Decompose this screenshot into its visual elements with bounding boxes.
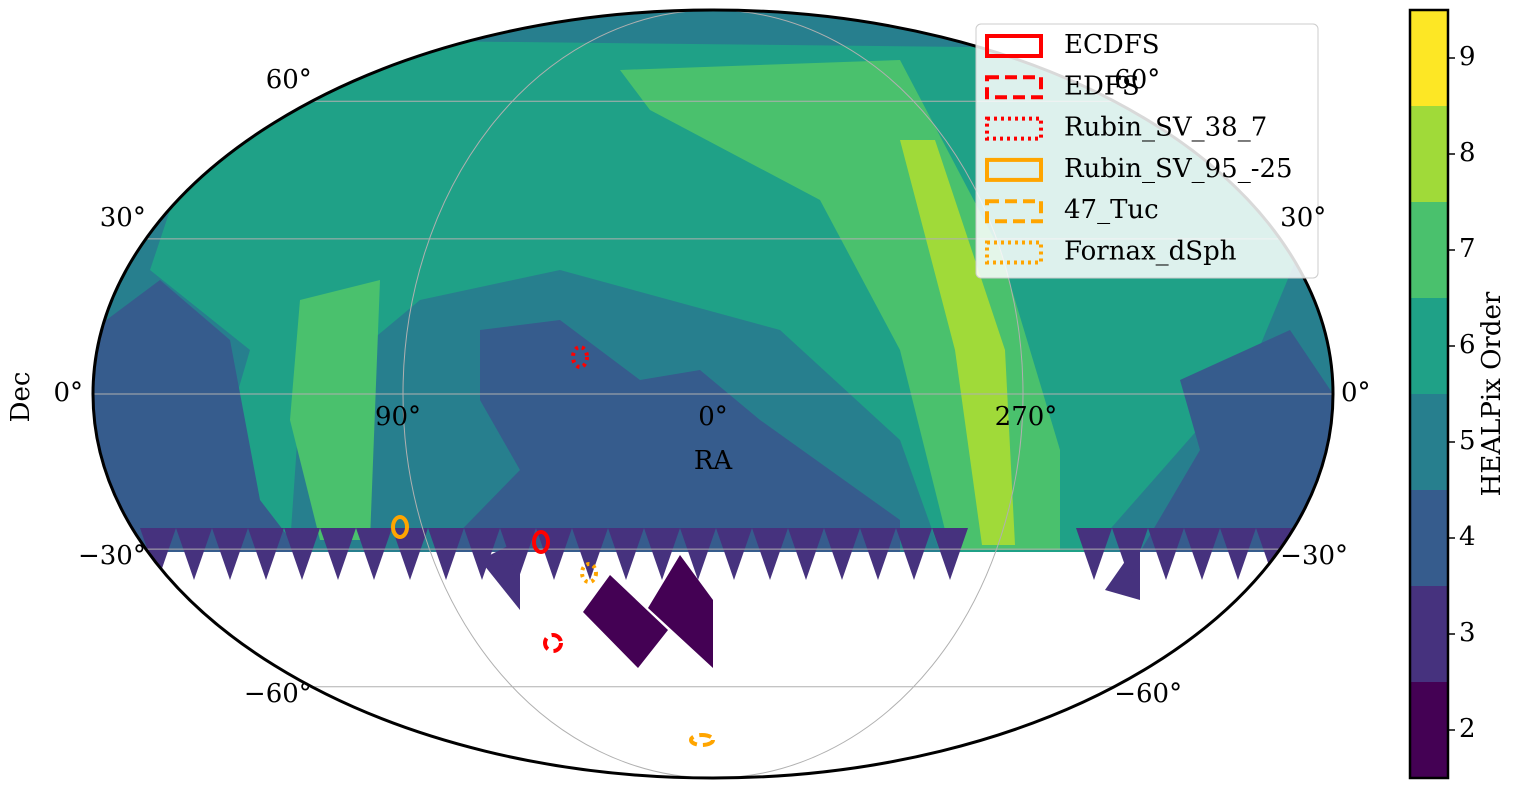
legend-label: Fornax_dSph	[1064, 237, 1237, 267]
sky-outline	[91, 8, 1335, 780]
coverage-order-3	[1220, 528, 1256, 580]
field-footprint	[543, 633, 563, 653]
legend-swatch	[985, 240, 1043, 265]
colorbar-tick-label: 9	[1459, 42, 1476, 72]
field-footprint	[689, 733, 715, 747]
x-axis-label: RA	[694, 446, 734, 476]
ra-tick-label: 270°	[995, 402, 1058, 432]
legend-swatch	[985, 34, 1043, 58]
coverage-order-3	[356, 528, 392, 580]
coverage-order-3	[212, 528, 248, 580]
field-footprint	[532, 530, 550, 554]
colorbar-segment	[1410, 490, 1448, 586]
colorbar-segment	[1410, 394, 1448, 490]
colorbar-tick-label: 8	[1459, 138, 1476, 168]
colorbar-segment	[1410, 298, 1448, 394]
coverage-order-3	[392, 528, 428, 580]
coverage-order-3	[1076, 528, 1112, 580]
coverage-order-3	[680, 528, 716, 580]
coverage-order-3	[500, 528, 536, 580]
coverage-order-3	[284, 528, 320, 580]
no-coverage	[93, 552, 1333, 778]
colorbar-segment	[1410, 682, 1448, 778]
coverage-order-3	[1112, 528, 1148, 580]
coverage-order-3	[752, 528, 788, 580]
dec-tick-label: 0°	[53, 378, 83, 408]
coverage-order-7	[620, 60, 1060, 550]
dec-tick-label: −60°	[1114, 679, 1182, 709]
coverage-order-3	[788, 528, 824, 580]
coverage-order-4	[440, 320, 900, 552]
coverage-order-3	[248, 528, 284, 580]
legend	[975, 23, 1319, 279]
colorbar-segment	[1410, 106, 1448, 202]
legend-label: Rubin_SV_95_-25	[1064, 154, 1293, 184]
coverage-order-3	[896, 528, 932, 580]
legend-swatch	[985, 116, 1043, 141]
coverage-order-3	[428, 528, 464, 580]
dec-tick-label: −60°	[244, 679, 312, 709]
colorbar-segment	[1410, 586, 1448, 682]
legend-label: EDFS	[1064, 71, 1140, 101]
colorbar-tick-label: 5	[1459, 426, 1476, 456]
dec-tick-label: −30°	[1280, 541, 1348, 571]
coverage-order-3	[480, 540, 520, 610]
coverage-order-3	[932, 528, 968, 580]
colorbar-tick-label: 6	[1459, 330, 1476, 360]
colorbar-segment	[1410, 202, 1448, 298]
colorbar-frame	[1408, 8, 1450, 780]
colorbar-tick-label: 2	[1459, 714, 1476, 744]
field-footprint	[580, 562, 598, 584]
dec-tick-label: 60°	[266, 65, 312, 95]
ra-tick-label: 90°	[375, 402, 421, 432]
coverage-order-3	[644, 528, 680, 580]
dec-tick-label: 30°	[100, 203, 146, 233]
dec-tick-label: −30°	[78, 541, 146, 571]
coverage-order-3	[1148, 528, 1184, 580]
coverage-order-3	[140, 528, 176, 580]
legend-label: ECDFS	[1064, 30, 1160, 60]
colorbar-segment	[1410, 10, 1448, 106]
legend-entries: ECDFS EDFS Rubin_SV_38_7 Rubin_SV_95_-25 47_…	[985, 30, 1293, 267]
coverage-order-3	[572, 528, 608, 580]
legend-swatch	[985, 157, 1043, 182]
colorbar-tick-label: 7	[1459, 234, 1476, 264]
coverage-order-3	[464, 528, 500, 580]
coverage-order-2	[648, 555, 713, 668]
coverage-order-4	[1140, 330, 1333, 552]
colorbar-tick-label: 3	[1459, 618, 1476, 648]
dec-tick-label: 0°	[1341, 378, 1371, 408]
coverage-order-3	[824, 528, 860, 580]
colorbar-tick-label: 4	[1459, 522, 1476, 552]
coverage-order-3	[716, 528, 752, 580]
legend-swatch	[985, 75, 1043, 100]
legend-swatch	[985, 199, 1043, 224]
coverage-order-3	[860, 528, 896, 580]
coverage-order-3	[176, 528, 212, 580]
coverage-order-3	[608, 528, 644, 580]
coverage-order-8	[900, 140, 1015, 545]
dec-tick-label: 60°	[1114, 65, 1160, 95]
coverage-order-3	[536, 528, 572, 580]
field-footprint	[571, 345, 589, 369]
coverage-order-3	[1256, 528, 1292, 580]
dec-tick-label: 30°	[1280, 203, 1326, 233]
field-footprint	[391, 515, 409, 539]
legend-label: Rubin_SV_38_7	[1064, 113, 1267, 143]
coverage-order-4	[93, 280, 300, 552]
coverage-order-3	[1184, 528, 1220, 580]
legend-label: 47_Tuc	[1064, 195, 1159, 225]
colorbar: 2 3 4 5 6 7 8 9 HEALPix Order	[1408, 8, 1507, 780]
y-axis-label: Dec	[6, 372, 36, 423]
ra-tick-label: 0°	[698, 402, 728, 432]
coverage-order-3	[320, 528, 356, 580]
coverage-order-7	[290, 280, 380, 540]
colorbar-label: HEALPix Order	[1477, 291, 1507, 496]
coverage-order-2	[583, 575, 668, 668]
